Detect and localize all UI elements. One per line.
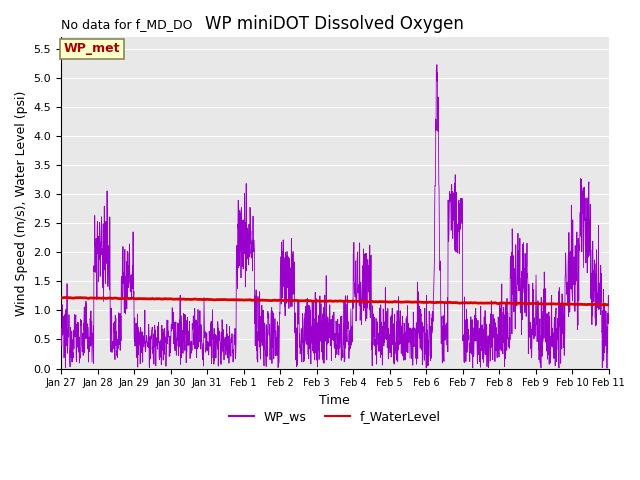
Title: WP miniDOT Dissolved Oxygen: WP miniDOT Dissolved Oxygen: [205, 15, 464, 33]
Legend: WP_ws, f_WaterLevel: WP_ws, f_WaterLevel: [223, 406, 446, 429]
X-axis label: Time: Time: [319, 394, 350, 407]
Text: WP_met: WP_met: [64, 42, 120, 55]
Text: No data for f_MD_DO: No data for f_MD_DO: [61, 18, 193, 31]
Y-axis label: Wind Speed (m/s), Water Level (psi): Wind Speed (m/s), Water Level (psi): [15, 90, 28, 316]
